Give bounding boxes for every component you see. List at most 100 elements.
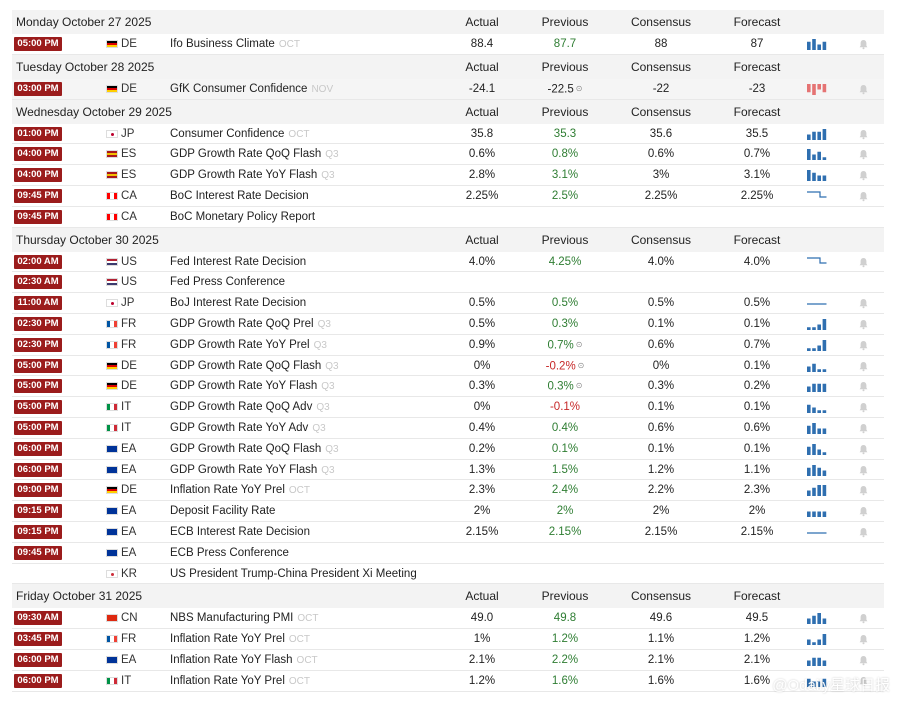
event-name-link[interactable]: ECB Interest Rate Decision — [170, 522, 310, 543]
event-name-link[interactable]: BoC Interest Rate Decision — [170, 186, 309, 207]
country-code: KR — [121, 567, 137, 580]
bell-icon[interactable] — [858, 613, 869, 624]
event-row[interactable]: 09:45 PM CA BoC Interest Rate Decision 2.25… — [12, 185, 884, 207]
bell-icon[interactable] — [858, 402, 869, 413]
event-name-link[interactable]: GDP Growth Rate QoQ Flash Q3 — [170, 356, 339, 378]
bell-icon[interactable] — [858, 298, 869, 309]
event-name-link[interactable]: BoJ Interest Rate Decision — [170, 293, 306, 314]
event-name-link[interactable]: NBS Manufacturing PMI OCT — [170, 608, 318, 630]
previous-value-cell: 1.2% — [525, 629, 605, 650]
event-row[interactable]: 02:30 PM FR GDP Growth Rate YoY Prel Q3 0.9%… — [12, 334, 884, 357]
event-name-link[interactable]: GDP Growth Rate QoQ Flash Q3 — [170, 144, 339, 166]
bell-icon[interactable] — [858, 84, 869, 95]
sparkline-bar — [817, 511, 821, 518]
revised-icon: ⊙ — [577, 360, 585, 370]
event-row[interactable]: 04:00 PM ES GDP Growth Rate QoQ Flash Q3 0.6… — [12, 144, 884, 166]
event-row[interactable]: 09:00 PM DE Inflation Rate YoY Prel OCT 2.3%… — [12, 480, 884, 502]
bell-icon[interactable] — [858, 465, 869, 476]
actual-value: 4.0% — [468, 255, 496, 268]
previous-value-cell: 2% — [525, 501, 605, 522]
previous-value-cell: 0.5% — [525, 293, 605, 314]
previous-value: -0.1% — [549, 401, 581, 414]
actual-value: 1% — [473, 633, 491, 646]
event-row[interactable]: KR US President Trump-China President Xi … — [12, 563, 884, 585]
event-row[interactable]: 04:00 PM ES GDP Growth Rate YoY Flash Q3 2.8… — [12, 165, 884, 186]
event-name-link[interactable]: GDP Growth Rate YoY Flash Q3 — [170, 376, 335, 398]
previous-value: 0.3% — [547, 380, 574, 393]
event-name-link[interactable]: Consumer Confidence OCT — [170, 124, 310, 146]
event-name-link[interactable]: GDP Growth Rate YoY Adv Q3 — [170, 418, 326, 440]
event-row[interactable]: 01:00 PM JP Consumer Confidence OCT 35.8 35.3… — [12, 123, 884, 146]
event-time: 09:15 PM — [14, 504, 62, 519]
event-time: 06:00 PM — [14, 652, 62, 667]
event-row[interactable]: 03:00 PM DE GfK Consumer Confidence NOV -24.… — [12, 78, 884, 101]
previous-value-cell: 2.5% — [525, 186, 605, 207]
event-name-link[interactable]: GfK Consumer Confidence NOV — [170, 79, 333, 101]
bell-icon[interactable] — [858, 257, 869, 268]
event-row[interactable]: 02:00 AM US Fed Interest Rate Decision 4.0%… — [12, 251, 884, 273]
bell-icon[interactable] — [858, 129, 869, 140]
event-time: 05:00 PM — [14, 37, 62, 51]
bell-icon[interactable] — [858, 506, 869, 517]
event-reference: OCT — [278, 39, 300, 50]
event-row[interactable]: 06:00 PM EA GDP Growth Rate YoY Flash Q3 1.3… — [12, 459, 884, 482]
event-row[interactable]: 09:45 PM CA BoC Monetary Policy Report — [12, 206, 884, 228]
event-name-link[interactable]: US President Trump-China President Xi Me… — [170, 564, 417, 585]
event-name-link[interactable]: Fed Press Conference — [170, 272, 285, 293]
event-name-link[interactable]: BoC Monetary Policy Report — [170, 207, 315, 228]
event-row[interactable]: 05:00 PM DE GDP Growth Rate QoQ Flash Q3 0% -… — [12, 355, 884, 378]
event-row[interactable]: 03:45 PM FR Inflation Rate YoY Prel OCT 1% 1.… — [12, 629, 884, 650]
bell-icon[interactable] — [858, 655, 869, 666]
sparkline-bar — [817, 368, 821, 372]
event-name-link[interactable]: Inflation Rate YoY Prel OCT — [170, 480, 310, 502]
bell-icon[interactable] — [858, 527, 869, 538]
forecast-value: 0.2% — [743, 380, 771, 393]
event-name-link[interactable]: Ifo Business Climate OCT — [170, 34, 300, 56]
bell-icon[interactable] — [858, 423, 869, 434]
column-header-consensus: Consensus — [630, 15, 692, 29]
bell-icon[interactable] — [858, 191, 869, 202]
actual-value: 0.5% — [468, 297, 496, 310]
sparkline-icon — [806, 654, 828, 667]
event-row[interactable]: 09:30 AM CN NBS Manufacturing PMI OCT 49.0 49… — [12, 608, 884, 630]
event-row[interactable]: 11:00 AM JP BoJ Interest Rate Decision 0.5%… — [12, 293, 884, 314]
event-row[interactable]: 06:00 PM EA Inflation Rate YoY Flash OCT 2.1… — [12, 649, 884, 672]
event-name-link[interactable]: Inflation Rate YoY Prel OCT — [170, 629, 310, 651]
bell-icon[interactable] — [858, 444, 869, 455]
event-name-link[interactable]: Fed Interest Rate Decision — [170, 252, 306, 273]
bell-icon[interactable] — [858, 340, 869, 351]
country-code: EA — [121, 525, 137, 538]
bell-icon[interactable] — [858, 381, 869, 392]
event-name-link[interactable]: GDP Growth Rate QoQ Prel Q3 — [170, 314, 331, 336]
event-name-link[interactable]: GDP Growth Rate YoY Prel Q3 — [170, 335, 327, 357]
event-row[interactable]: 02:30 AM US Fed Press Conference — [12, 272, 884, 294]
event-row[interactable]: 09:15 PM EA Deposit Facility Rate 2% 2% 2% 2% — [12, 501, 884, 522]
event-row[interactable]: 06:00 PM EA GDP Growth Rate QoQ Flash Q3 0.2… — [12, 438, 884, 461]
bell-icon[interactable] — [858, 319, 869, 330]
bell-icon[interactable] — [858, 676, 869, 687]
event-row[interactable]: 06:00 PM IT Inflation Rate YoY Prel OCT 1.2%… — [12, 670, 884, 693]
bell-icon[interactable] — [858, 485, 869, 496]
event-name-link[interactable]: GDP Growth Rate QoQ Adv Q3 — [170, 397, 330, 419]
previous-value-cell: -0.2% ⊙ — [525, 356, 605, 377]
bell-icon[interactable] — [858, 361, 869, 372]
event-row[interactable]: 05:00 PM IT GDP Growth Rate QoQ Adv Q3 0% -0.… — [12, 397, 884, 418]
event-row[interactable]: 05:00 PM IT GDP Growth Rate YoY Adv Q3 0.4% 0… — [12, 417, 884, 440]
bell-icon[interactable] — [858, 39, 869, 50]
bell-icon[interactable] — [858, 149, 869, 160]
event-name-link[interactable]: GDP Growth Rate YoY Flash Q3 — [170, 460, 335, 482]
sparkline-icon — [806, 190, 828, 203]
event-row[interactable]: 09:45 PM EA ECB Press Conference — [12, 542, 884, 564]
event-name-link[interactable]: Deposit Facility Rate — [170, 501, 275, 522]
event-row[interactable]: 09:15 PM EA ECB Interest Rate Decision 2.15… — [12, 521, 884, 543]
event-name-link[interactable]: GDP Growth Rate YoY Flash Q3 — [170, 165, 335, 187]
bell-icon[interactable] — [858, 634, 869, 645]
event-row[interactable]: 02:30 PM FR GDP Growth Rate QoQ Prel Q3 0.5%… — [12, 313, 884, 336]
event-name-link[interactable]: Inflation Rate YoY Prel OCT — [170, 671, 310, 693]
event-name-link[interactable]: GDP Growth Rate QoQ Flash Q3 — [170, 439, 339, 461]
event-row[interactable]: 05:00 PM DE GDP Growth Rate YoY Flash Q3 0.3… — [12, 376, 884, 398]
bell-icon[interactable] — [858, 170, 869, 181]
event-name-link[interactable]: ECB Press Conference — [170, 543, 289, 564]
event-row[interactable]: 05:00 PM DE Ifo Business Climate OCT 88.4 87.… — [12, 34, 884, 55]
event-name-link[interactable]: Inflation Rate YoY Flash OCT — [170, 650, 318, 672]
